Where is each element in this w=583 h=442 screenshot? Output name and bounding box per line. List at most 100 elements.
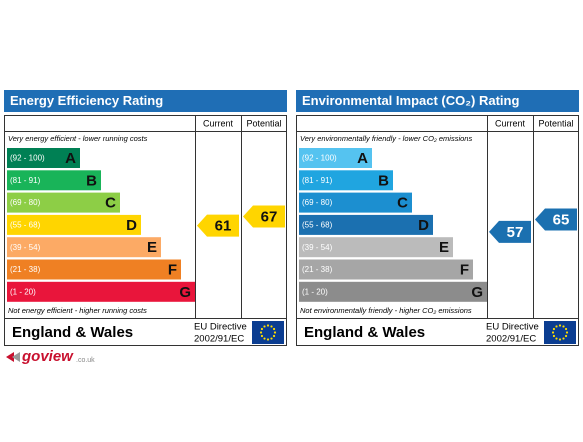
band-range: (21 - 38)	[10, 265, 41, 274]
current-header: Current	[495, 118, 526, 128]
eu-star	[260, 327, 264, 331]
band-range: (92 - 100)	[302, 154, 337, 163]
eu-star	[564, 327, 568, 331]
potential-arrow	[243, 205, 285, 228]
band-letter: F	[168, 261, 177, 278]
band-range: (21 - 38)	[302, 265, 333, 274]
band-range: (39 - 54)	[10, 243, 41, 252]
bottom-note: Not energy efficient - higher running co…	[8, 306, 147, 315]
eu-flag	[252, 321, 284, 344]
eu-star	[260, 334, 264, 338]
footer: England & Wales	[304, 324, 425, 341]
bottom-note: Not environmentally friendly - higher CO…	[300, 306, 472, 315]
band-range: (55 - 68)	[302, 221, 333, 230]
band-bar	[7, 148, 80, 168]
eu-star	[555, 337, 558, 340]
band-bar	[7, 259, 181, 280]
band-letter: D	[418, 217, 429, 234]
eu-star	[263, 325, 266, 328]
potential-header: Potential	[246, 118, 281, 128]
band-bar	[7, 237, 161, 258]
band-bar	[7, 170, 101, 191]
eu-star	[270, 337, 273, 340]
band-letter: F	[460, 261, 469, 278]
logo-name: goview	[21, 348, 74, 365]
band-bar	[7, 214, 141, 235]
band-bar	[299, 170, 393, 191]
top-note: Very energy efficient - lower running co…	[8, 134, 148, 143]
band-range: (55 - 68)	[10, 221, 41, 230]
band-bar	[7, 192, 120, 213]
potential-arrow	[535, 208, 577, 231]
band-letter: A	[65, 150, 76, 167]
eu-star	[552, 327, 556, 331]
current-header: Current	[203, 118, 234, 128]
eu-star	[565, 331, 569, 334]
band-letter: C	[397, 195, 408, 212]
eu-star	[552, 334, 556, 338]
potential-header: Potential	[538, 118, 573, 128]
eu-star	[551, 331, 555, 334]
current-value: 57	[507, 224, 524, 241]
band-letter: C	[105, 195, 116, 212]
band-letter: B	[86, 172, 97, 189]
band-bar	[299, 237, 453, 258]
band-range: (81 - 91)	[302, 176, 333, 185]
panel-title: Environmental Impact (CO₂) Rating	[302, 93, 519, 108]
band-range: (1 - 20)	[10, 287, 36, 296]
potential-value: 65	[553, 211, 570, 228]
logo-icon	[12, 352, 20, 362]
eu-star	[272, 327, 276, 331]
directive-code: 2002/91/EC	[194, 334, 244, 345]
logo-icon	[6, 352, 14, 362]
eu-star	[562, 325, 565, 328]
band-letter: D	[126, 217, 137, 234]
eu-star	[259, 331, 263, 334]
current-value: 61	[215, 218, 232, 235]
directive: EU Directive	[486, 322, 539, 333]
band-range: (39 - 54)	[302, 243, 333, 252]
top-note: Very environmentally friendly - lower CO…	[300, 134, 472, 143]
eu-star	[555, 325, 558, 328]
band-letter: B	[378, 172, 389, 189]
eu-star	[266, 338, 270, 341]
band-letter: G	[471, 284, 483, 301]
directive-code: 2002/91/EC	[486, 334, 536, 345]
footer: England & Wales	[12, 324, 133, 341]
panel-title: Energy Efficiency Rating	[10, 93, 163, 108]
eu-star	[270, 325, 273, 328]
band-bar	[299, 214, 433, 235]
band-bar	[7, 281, 195, 302]
eu-star	[564, 334, 568, 338]
band-bar	[299, 192, 412, 213]
eu-star	[266, 324, 270, 327]
logo-suffix: .co.uk	[76, 357, 95, 364]
band-range: (92 - 100)	[10, 154, 45, 163]
band-bar	[299, 281, 487, 302]
directive: EU Directive	[194, 322, 247, 333]
panel-title-bar	[4, 90, 287, 112]
band-letter: E	[439, 239, 449, 256]
eu-flag	[544, 321, 576, 344]
eu-star	[558, 324, 562, 327]
eu-star	[263, 337, 266, 340]
band-range: (1 - 20)	[302, 287, 328, 296]
panel-frame	[296, 115, 579, 346]
panel-title-bar	[296, 90, 579, 112]
eu-star	[562, 337, 565, 340]
eu-star	[558, 338, 562, 341]
band-bar	[299, 148, 372, 168]
potential-value: 67	[261, 208, 278, 225]
band-letter: G	[179, 284, 191, 301]
panel-frame	[4, 115, 287, 346]
band-range: (69 - 80)	[302, 198, 333, 207]
band-range: (69 - 80)	[10, 198, 41, 207]
band-range: (81 - 91)	[10, 176, 41, 185]
band-bar	[299, 259, 473, 280]
current-arrow	[197, 214, 239, 237]
eu-star	[272, 334, 276, 338]
band-letter: E	[147, 239, 157, 256]
current-arrow	[489, 220, 531, 243]
eu-star	[273, 331, 277, 334]
